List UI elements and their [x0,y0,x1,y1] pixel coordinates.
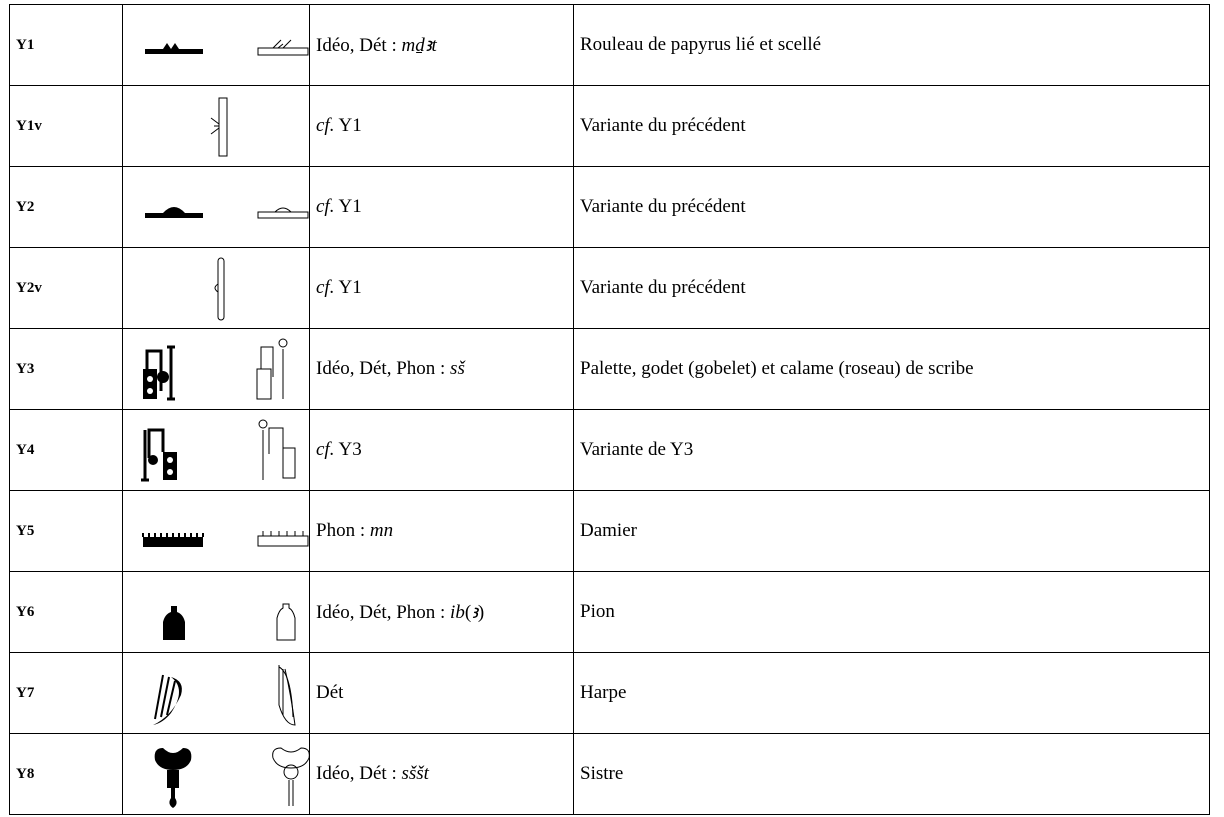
reading-part: sš [450,358,465,379]
reading-part: Dét [316,682,344,703]
reading-part: cf. [316,196,335,217]
reading: Idéo, Dét, Phon : ib(ꜣ) [309,571,574,653]
reading-part: ( [464,601,472,623]
reading-part: Idéo, Dét, Phon : [316,601,451,623]
reading-part: ꜣ [471,601,478,623]
hieroglyph [142,531,309,547]
table-row: Y2 cf. Y1 Variante du précédent [9,166,1210,248]
sign-code: Y1 [9,4,123,86]
hieroglyph [214,257,225,321]
meaning: Variante de Y3 [573,409,1210,491]
meaning: Variante du précédent [573,247,1210,329]
reading-part: mḏꜣt [401,34,437,56]
reading-part: Phon : [316,520,370,541]
reading-part: cf. [316,439,335,460]
hieroglyph [145,207,309,219]
reading-part: ib [450,601,465,623]
glyph-cell [122,247,310,329]
hieroglyph [145,39,309,56]
hieroglyph [153,665,296,726]
glyph-cell [122,571,310,653]
meaning: Rouleau de papyrus lié et scellé [573,4,1210,86]
reading-part: Y1 [334,277,362,298]
meaning: Damier [573,490,1210,572]
table-row: Y3 Idéo, Dét, Phon : sš Palette, godet (go… [9,328,1210,410]
reading-part: sššt [401,763,429,784]
table-row: Y8 Idéo, Dét : sššt Sistre [9,733,1210,815]
table-row: Y5 Phon : mn Damier [9,490,1210,572]
reading-part: Idéo, Dét : [316,763,402,784]
table-row: Y1 Idéo, Dét : mḏꜣt Rouleau de papyrus lié… [9,4,1210,86]
meaning: Sistre [573,733,1210,815]
meaning: Pion [573,571,1210,653]
hieroglyph [154,747,310,808]
glyph-cell [122,409,310,491]
reading-part: ) [477,601,485,623]
reading-part: Y1 [334,115,362,136]
sign-code: Y6 [9,571,123,653]
table-row: Y1v cf. Y1 Variante du précédent [9,85,1210,167]
reading-part: Idéo, Dét, Phon : [316,358,451,379]
glyph-cell [122,490,310,572]
sign-code: Y7 [9,652,123,734]
sign-code: Y2 [9,166,123,248]
reading-part: Y1 [334,196,362,217]
glyph-cell [122,652,310,734]
glyph-cell [122,166,310,248]
table-row: Y6 Idéo, Dét, Phon : ib(ꜣ) Pion [9,571,1210,653]
hieroglyph [210,97,228,157]
sign-code: Y1v [9,85,123,167]
sign-table: Y1 Idéo, Dét : mḏꜣt Rouleau de papyrus lié… [9,4,1210,815]
glyph-cell [122,328,310,410]
reading: cf. Y3 [309,409,574,491]
reading: Idéo, Dét, Phon : sš [309,328,574,410]
meaning: Variante du précédent [573,85,1210,167]
reading-part: cf. [316,277,335,298]
reading: Idéo, Dét : mḏꜣt [309,4,574,86]
meaning: Variante du précédent [573,166,1210,248]
table-row: Y4 cf. Y3 Variante de Y3 [9,409,1210,491]
hieroglyph [141,419,296,482]
meaning: Harpe [573,652,1210,734]
reading-part: mn [369,520,394,541]
glyph-cell [122,4,310,86]
sign-code: Y4 [9,409,123,491]
reading: Dét [309,652,574,734]
glyph-cell [122,733,310,815]
table-row: Y2v cf. Y1 Variante du précédent [9,247,1210,329]
reading: cf. Y1 [309,166,574,248]
glyph-cell [122,85,310,167]
meaning: Palette, godet (gobelet) et calame (rose… [573,328,1210,410]
reading: Idéo, Dét : sššt [309,733,574,815]
sign-code: Y3 [9,328,123,410]
sign-code: Y5 [9,490,123,572]
sign-code: Y8 [9,733,123,815]
hieroglyph [163,603,296,641]
reading: cf. Y1 [309,85,574,167]
table-body: Y1 Idéo, Dét : mḏꜣt Rouleau de papyrus lié… [9,4,1210,815]
reading-part: cf. [316,115,335,136]
reading: Phon : mn [309,490,574,572]
reading-part: Y3 [334,439,362,460]
reading-part: Idéo, Dét : [316,34,402,56]
hieroglyph [143,338,288,401]
table-row: Y7 Dét Harpe [9,652,1210,734]
sign-code: Y2v [9,247,123,329]
reading: cf. Y1 [309,247,574,329]
